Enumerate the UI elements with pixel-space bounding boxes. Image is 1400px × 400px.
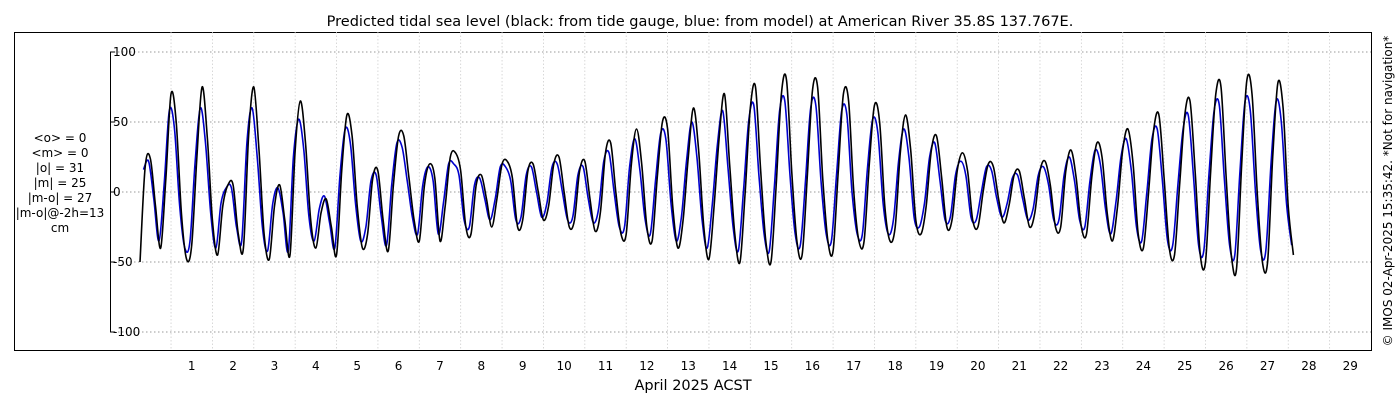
copyright-note: © IMOS 02-Apr-2025 15:35:42. *Not for na… bbox=[1381, 36, 1395, 347]
x-tick-label: 13 bbox=[681, 359, 696, 373]
x-tick-label: 8 bbox=[478, 359, 486, 373]
stats-abs-diff: |m-o| = 27 bbox=[27, 191, 93, 205]
stats-abs-diff-lag: |m-o|@-2h=13 bbox=[15, 206, 105, 220]
y-tick-label: 100 bbox=[113, 45, 136, 59]
x-tick-label: 16 bbox=[805, 359, 820, 373]
x-tick-label: 27 bbox=[1260, 359, 1275, 373]
x-axis-label: April 2025 ACST bbox=[634, 378, 751, 394]
x-tick-label: 22 bbox=[1053, 359, 1068, 373]
stats-abs-model: |m| = 25 bbox=[33, 176, 87, 190]
x-tick-label: 4 bbox=[312, 359, 320, 373]
stats-mean-obs: <o> = 0 bbox=[33, 131, 87, 145]
x-tick-label: 1 bbox=[188, 359, 196, 373]
x-tick-label: 24 bbox=[1136, 359, 1151, 373]
series-lines bbox=[139, 73, 1295, 277]
y-tick-label: 0 bbox=[113, 185, 121, 199]
x-tick-label: 3 bbox=[271, 359, 279, 373]
y-tick-label: -100 bbox=[113, 325, 140, 339]
x-tick-label: 21 bbox=[1012, 359, 1027, 373]
stats-abs-obs: |o| = 31 bbox=[35, 161, 85, 175]
x-tick-label: 10 bbox=[556, 359, 571, 373]
x-tick-label: 2 bbox=[229, 359, 237, 373]
x-tick-label: 7 bbox=[436, 359, 444, 373]
chart-title: Predicted tidal sea level (black: from t… bbox=[327, 14, 1074, 30]
x-tick-label: 5 bbox=[353, 359, 361, 373]
x-tick-label: 19 bbox=[929, 359, 944, 373]
stats-panel: <o> = 0 <m> = 0 |o| = 31 |m| = 25 |m-o| … bbox=[2, 131, 118, 236]
x-tick-label: 26 bbox=[1219, 359, 1234, 373]
stats-mean-model: <m> = 0 bbox=[31, 146, 89, 160]
x-tick-label: 23 bbox=[1094, 359, 1109, 373]
x-tick-label: 9 bbox=[519, 359, 527, 373]
x-tick-label: 11 bbox=[598, 359, 613, 373]
x-tick-label: 18 bbox=[888, 359, 903, 373]
x-tick-label: 28 bbox=[1301, 359, 1316, 373]
x-tick-label: 20 bbox=[970, 359, 985, 373]
axes bbox=[110, 51, 115, 333]
x-tick-label: 14 bbox=[722, 359, 737, 373]
series-line-gauge bbox=[139, 73, 1295, 277]
x-tick-label: 29 bbox=[1343, 359, 1358, 373]
stats-unit: cm bbox=[50, 221, 70, 235]
y-tick-label: 50 bbox=[113, 115, 128, 129]
x-tick-label: 15 bbox=[763, 359, 778, 373]
grid-lines bbox=[110, 32, 1371, 350]
x-tick-label: 25 bbox=[1177, 359, 1192, 373]
y-tick-label: -50 bbox=[113, 255, 133, 269]
x-tick-label: 12 bbox=[639, 359, 654, 373]
outer-frame bbox=[14, 32, 1372, 351]
x-tick-label: 6 bbox=[395, 359, 403, 373]
x-tick-label: 17 bbox=[846, 359, 861, 373]
